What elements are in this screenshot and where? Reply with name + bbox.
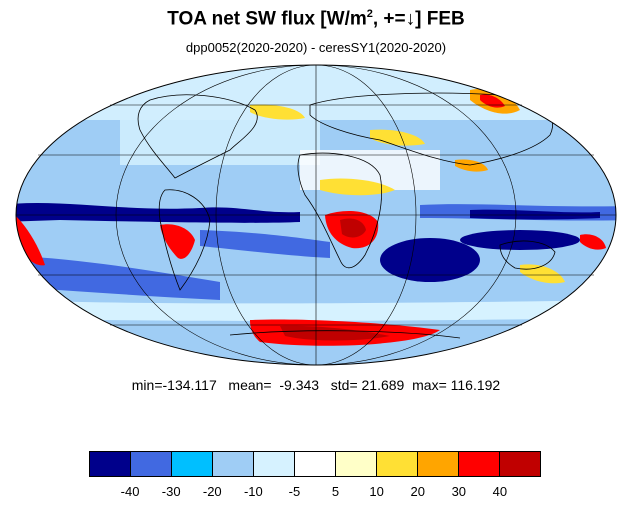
statistics-line: min=-134.117 mean= -9.343 std= 21.689 ma… — [0, 377, 632, 393]
colorbar-segment — [254, 452, 295, 476]
title-suffix: , +=↓] FEB — [372, 8, 465, 30]
colorbar-segment — [500, 452, 540, 476]
colorbar-tick-label: 5 — [331, 484, 340, 499]
colorbar-tick-label: -20 — [202, 484, 222, 499]
north-atlantic-positive — [250, 104, 305, 120]
stat-mean-value: -9.343 — [279, 377, 320, 393]
colorbar-tick-label: 20 — [410, 484, 425, 499]
south-america-positive — [160, 224, 195, 259]
title-superscript: 2 — [366, 8, 373, 20]
east-pacific-positive — [16, 215, 45, 266]
central-africa-strong-positive — [340, 218, 366, 238]
stat-std-label: std= — [330, 377, 358, 393]
colorbar-tick-label: -10 — [243, 484, 263, 499]
colorbar-segment — [295, 452, 336, 476]
graticule — [15, 64, 617, 366]
stat-max-label: max= — [412, 377, 447, 393]
title-text: TOA net SW flux [W/m — [167, 8, 367, 30]
plot-subtitle: dpp0052(2020-2020) - ceresSY1(2020-2020) — [185, 40, 447, 55]
colorbar — [89, 451, 541, 477]
siberia-strong-positive — [480, 94, 505, 108]
colorbar-tick-label: 30 — [451, 484, 467, 499]
south-indian-ocean-negative — [380, 238, 480, 282]
colorbar-tick-label: 40 — [492, 484, 508, 499]
tropical-pacific-negative-band — [16, 203, 300, 223]
north-america-outline — [137, 94, 258, 179]
stat-std-value: 21.689 — [361, 377, 405, 393]
antarctic-strong-positive — [280, 325, 390, 341]
australia-north-negative — [460, 230, 580, 250]
meridian-120-lines — [115, 64, 517, 366]
colorbar-segment — [336, 452, 377, 476]
colorbar-segment — [90, 452, 131, 476]
colorbar-segment — [459, 452, 500, 476]
stat-min-label: min= — [131, 377, 163, 393]
south-america-outline — [158, 189, 211, 291]
west-pacific-positive — [580, 234, 606, 250]
north-atlantic-field — [120, 120, 320, 165]
colorbar-segment — [418, 452, 459, 476]
colorbar-segment — [213, 452, 254, 476]
colorbar-tick-label: -40 — [120, 484, 140, 499]
south-atlantic-band — [200, 230, 330, 258]
world-map — [15, 64, 617, 366]
colorbar-tick-label: 10 — [369, 484, 384, 499]
colorbar-segment — [172, 452, 213, 476]
stat-mean-label: mean= — [228, 377, 272, 393]
stat-min-value: -134.117 — [162, 377, 217, 393]
stat-max-value: 116.192 — [450, 377, 501, 393]
colorbar-tick-labels: -40 -30 -20 -10 -5 5 10 20 30 40 — [89, 484, 541, 502]
india-positive — [455, 159, 488, 172]
eurasia-outline — [309, 92, 553, 166]
colorbar-segment — [377, 452, 418, 476]
indian-ocean-deep-band — [470, 209, 600, 220]
africa-outline — [297, 152, 383, 269]
sahel-positive — [320, 178, 395, 196]
colorbar-tick-label: -30 — [161, 484, 181, 499]
colorbar-segment — [131, 452, 172, 476]
colorbar-tick-label: -5 — [288, 484, 301, 499]
plot-title: TOA net SW flux [W/m2, +=↓] FEB — [0, 8, 632, 30]
australia-outline — [499, 240, 556, 270]
